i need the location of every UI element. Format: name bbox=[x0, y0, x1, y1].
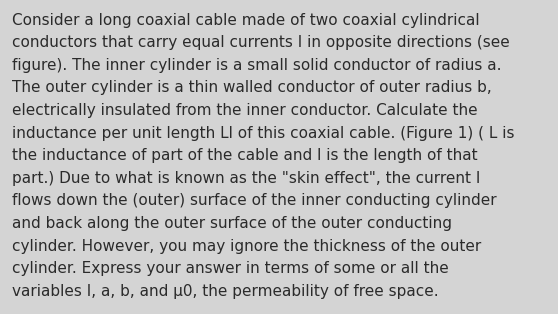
Text: figure). The inner cylinder is a small solid conductor of radius a.: figure). The inner cylinder is a small s… bbox=[12, 58, 502, 73]
Text: cylinder. However, you may ignore the thickness of the outer: cylinder. However, you may ignore the th… bbox=[12, 239, 482, 254]
Text: Consider a long coaxial cable made of two coaxial cylindrical: Consider a long coaxial cable made of tw… bbox=[12, 13, 480, 28]
Text: and back along the outer surface of the outer conducting: and back along the outer surface of the … bbox=[12, 216, 453, 231]
Text: the inductance of part of the cable and l is the length of that: the inductance of part of the cable and … bbox=[12, 148, 478, 163]
Text: The outer cylinder is a thin walled conductor of outer radius b,: The outer cylinder is a thin walled cond… bbox=[12, 80, 492, 95]
Text: flows down the (outer) surface of the inner conducting cylinder: flows down the (outer) surface of the in… bbox=[12, 193, 497, 208]
Text: variables I, a, b, and μ0, the permeability of free space.: variables I, a, b, and μ0, the permeabil… bbox=[12, 284, 439, 299]
Text: electrically insulated from the inner conductor. Calculate the: electrically insulated from the inner co… bbox=[12, 103, 478, 118]
Text: inductance per unit length Ll of this coaxial cable. (Figure 1) ( L is: inductance per unit length Ll of this co… bbox=[12, 126, 515, 141]
Text: cylinder. Express your answer in terms of some or all the: cylinder. Express your answer in terms o… bbox=[12, 261, 449, 276]
Text: conductors that carry equal currents I in opposite directions (see: conductors that carry equal currents I i… bbox=[12, 35, 510, 50]
Text: part.) Due to what is known as the "skin effect", the current I: part.) Due to what is known as the "skin… bbox=[12, 171, 480, 186]
